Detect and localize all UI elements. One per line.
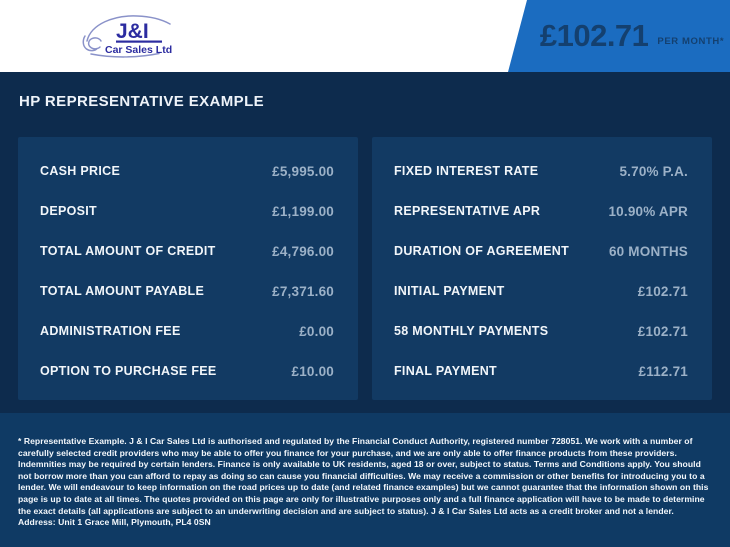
finance-row-deposit: DEPOSIT £1,199.00 (18, 191, 358, 231)
finance-row-label: 58 MONTHLY PAYMENTS (394, 324, 549, 338)
header: J&I Car Sales Ltd £102.71 PER MONTH* (0, 0, 730, 72)
finance-row-label: DEPOSIT (40, 204, 97, 218)
finance-row-fixed-interest-rate: FIXED INTEREST RATE 5.70% P.A. (372, 151, 712, 191)
finance-section: HP REPRESENTATIVE EXAMPLE CASH PRICE £5,… (0, 72, 730, 413)
disclaimer-footer: * Representative Example. J & I Car Sale… (0, 413, 730, 547)
finance-row-value: £112.71 (638, 363, 688, 379)
disclaimer-text: * Representative Example. J & I Car Sale… (18, 436, 709, 528)
finance-row-value: £102.71 (637, 323, 688, 339)
page-title: HP REPRESENTATIVE EXAMPLE (19, 93, 265, 110)
finance-row-label: FINAL PAYMENT (394, 364, 497, 378)
finance-panel-left: CASH PRICE £5,995.00 DEPOSIT £1,199.00 T… (18, 137, 358, 400)
finance-row-value: £5,995.00 (272, 163, 334, 179)
finance-row-label: TOTAL AMOUNT PAYABLE (40, 284, 205, 298)
finance-row-label: ADMINISTRATION FEE (40, 324, 181, 338)
finance-row-value: 5.70% P.A. (619, 163, 688, 179)
finance-row-value: £10.00 (291, 363, 334, 379)
finance-row-representative-apr: REPRESENTATIVE APR 10.90% APR (372, 191, 712, 231)
finance-row-label: CASH PRICE (40, 164, 121, 178)
finance-row-label: OPTION TO PURCHASE FEE (40, 364, 217, 378)
monthly-price-amount: £102.71 (539, 18, 649, 53)
finance-row-label: TOTAL AMOUNT OF CREDIT (40, 244, 216, 258)
monthly-price-period: PER MONTH* (657, 35, 725, 47)
finance-row-label: REPRESENTATIVE APR (394, 204, 541, 218)
logo-brand-text: J&I (116, 20, 149, 43)
monthly-price-banner: £102.71 PER MONTH* (508, 0, 730, 72)
finance-row-total-payable: TOTAL AMOUNT PAYABLE £7,371.60 (18, 271, 358, 311)
finance-row-label: INITIAL PAYMENT (394, 284, 505, 298)
finance-row-value: 10.90% APR (608, 203, 688, 219)
finance-row-admin-fee: ADMINISTRATION FEE £0.00 (18, 311, 358, 351)
finance-row-option-to-purchase-fee: OPTION TO PURCHASE FEE £10.00 (18, 351, 358, 391)
finance-row-label: DURATION OF AGREEMENT (394, 244, 570, 258)
finance-row-value: £0.00 (299, 323, 334, 339)
finance-row-cash-price: CASH PRICE £5,995.00 (18, 151, 358, 191)
dealer-logo: J&I Car Sales Ltd (82, 11, 184, 61)
finance-row-final-payment: FINAL PAYMENT £112.71 (372, 351, 712, 391)
finance-row-duration: DURATION OF AGREEMENT 60 MONTHS (372, 231, 712, 271)
finance-row-label: FIXED INTEREST RATE (394, 164, 539, 178)
finance-row-initial-payment: INITIAL PAYMENT £102.71 (372, 271, 712, 311)
car-outline-icon: J&I Car Sales Ltd (82, 15, 172, 58)
finance-row-total-credit: TOTAL AMOUNT OF CREDIT £4,796.00 (18, 231, 358, 271)
finance-row-monthly-payments: 58 MONTHLY PAYMENTS £102.71 (372, 311, 712, 351)
finance-panel-right: FIXED INTEREST RATE 5.70% P.A. REPRESENT… (372, 137, 712, 400)
finance-row-value: £1,199.00 (272, 203, 334, 219)
finance-row-value: £4,796.00 (272, 243, 334, 259)
finance-row-value: 60 MONTHS (608, 243, 688, 259)
logo-subtitle-text: Car Sales Ltd (105, 44, 172, 56)
finance-row-value: £7,371.60 (272, 283, 334, 299)
finance-row-value: £102.71 (637, 283, 688, 299)
logo-underline (116, 40, 162, 43)
